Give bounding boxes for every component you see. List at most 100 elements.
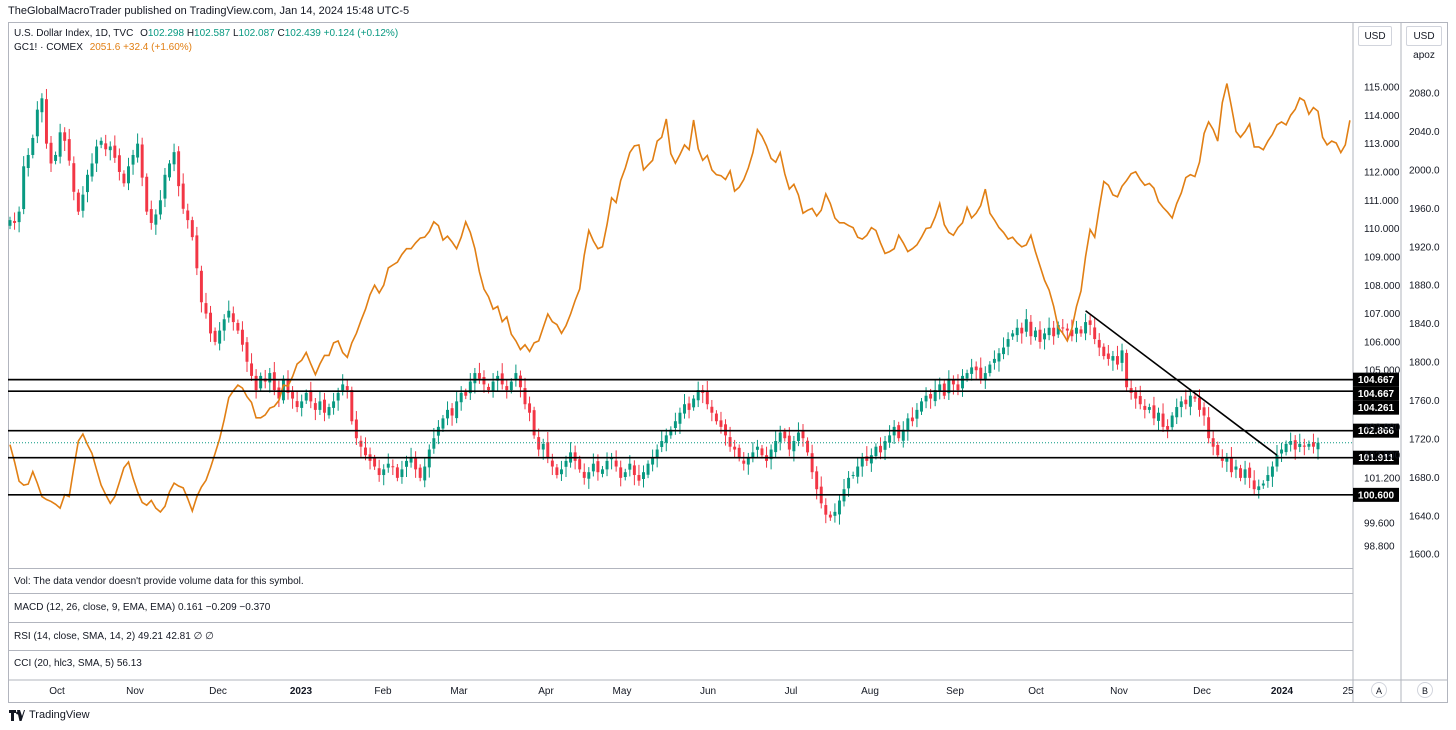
dxy-candle — [1002, 337, 1006, 360]
macd-value-2: −0.209 — [205, 602, 237, 613]
horizontal-level[interactable]: 100.600 — [8, 487, 1399, 502]
gold-tick-label: 2080.0 — [1409, 89, 1440, 100]
open-label: O — [140, 28, 148, 39]
dxy-tick-label: 115.000 — [1364, 82, 1400, 93]
dxy-candle — [309, 381, 313, 409]
close-value: 102.439 — [284, 28, 321, 39]
dxy-candle — [746, 452, 750, 475]
level-label: 101.911 — [1358, 453, 1394, 464]
dxy-candle — [1084, 313, 1088, 341]
dxy-candle — [632, 460, 636, 486]
horizontal-level[interactable]: 104.667 — [8, 378, 1399, 401]
dxy-candle — [528, 396, 532, 422]
dxy-candle — [610, 452, 614, 470]
dxy-candle — [158, 190, 162, 220]
dxy-candle — [1166, 419, 1170, 439]
dxy-candle — [733, 439, 737, 459]
dxy-candle — [1065, 323, 1069, 341]
dxy-candle — [482, 370, 486, 393]
dxy-candle — [1311, 433, 1315, 454]
time-tick-label: Sep — [946, 686, 964, 697]
dxy-candle — [1161, 403, 1165, 432]
right-currency-badge[interactable]: USD — [1406, 26, 1442, 46]
dxy-candle — [523, 377, 527, 410]
dxy-candle — [901, 421, 905, 448]
dxy-candle — [1280, 442, 1284, 462]
dxy-candle — [605, 452, 609, 477]
dxy-candle — [541, 438, 545, 460]
dxy-candle — [496, 370, 500, 391]
time-axis: Oct Nov Dec 2023 Feb Mar Apr May Jun Jul Aug Sep Oct… — [49, 686, 1354, 697]
gold-tick-label: 1760.0 — [1409, 396, 1440, 407]
dxy-candle — [395, 463, 399, 482]
dxy-candle — [418, 464, 422, 482]
pane-separator-vol — [8, 568, 1353, 569]
horizontal-level[interactable]: 101.911 — [8, 450, 1399, 465]
rsi-value-2: 42.81 — [165, 631, 191, 642]
dxy-candle — [231, 306, 235, 331]
dxy-candle — [163, 168, 167, 208]
macd-label: MACD (12, 26, close, 9, EMA, EMA) — [14, 602, 176, 613]
dxy-candle — [874, 443, 878, 460]
dxy-candle — [468, 373, 472, 400]
time-tick-label: Nov — [126, 686, 144, 697]
dxy-candle — [796, 422, 800, 447]
macd-value-1: 0.161 — [177, 602, 203, 613]
level-label: 102.866 — [1358, 426, 1395, 437]
dxy-candle — [847, 471, 851, 497]
dxy-candle — [983, 366, 987, 389]
dxy-candle — [181, 173, 185, 214]
dxy-candle — [63, 127, 67, 152]
dxy-candle — [655, 444, 659, 468]
gold-series — [9, 83, 1353, 514]
dxy-candle — [801, 424, 805, 447]
trendline-segment[interactable] — [1085, 310, 1278, 456]
dxy-candle — [929, 388, 933, 409]
dxy-candle — [1157, 407, 1160, 432]
dxy-candle — [942, 380, 946, 400]
dxy-candle — [26, 148, 30, 177]
dxy-candle — [35, 101, 39, 144]
auto-scale-button[interactable]: A — [1371, 682, 1387, 698]
dxy-candle — [277, 380, 281, 408]
dxy-tick-label: 106.000 — [1364, 337, 1401, 348]
time-tick-label: May — [613, 686, 632, 697]
dxy-candle — [1143, 399, 1147, 419]
dxy-candle — [1229, 446, 1233, 478]
dxy-candle — [195, 226, 199, 276]
horizontal-level[interactable]: 102.866 — [8, 423, 1399, 438]
dxy-candle — [8, 216, 12, 230]
dxy-candle — [933, 379, 937, 407]
dxy-candle — [364, 437, 367, 461]
dxy-candle — [95, 139, 99, 172]
dxy-candle — [664, 428, 668, 452]
dxy-candle — [140, 137, 144, 187]
left-currency-badge[interactable]: USD — [1358, 26, 1392, 46]
dxy-candle — [455, 391, 459, 424]
dxy-candle — [322, 392, 326, 422]
dxy-candle — [350, 386, 354, 425]
dxy-candle — [400, 460, 404, 484]
b-scale-button[interactable]: B — [1417, 682, 1433, 698]
dxy-candle — [313, 397, 317, 421]
macd-pane: MACD (12, 26, close, 9, EMA, EMA) 0.161 … — [14, 602, 270, 613]
dxy-candle — [31, 134, 35, 159]
dxy-candle — [961, 369, 964, 397]
dxy-candle — [856, 458, 860, 484]
dxy-candle — [1088, 315, 1092, 336]
vol-pane-label: Vol: The data vendor doesn't provide vol… — [14, 576, 304, 587]
dxy-candle — [1170, 412, 1174, 431]
level-label: 104.667 — [1358, 389, 1395, 400]
dxy-candle — [737, 444, 741, 462]
dxy-candle — [295, 390, 299, 413]
horizontal-level[interactable]: 104.261 — [8, 390, 1399, 415]
dxy-candle — [1198, 389, 1201, 417]
dxy-candle — [623, 468, 627, 481]
gold-tick-label: 1840.0 — [1409, 319, 1440, 330]
gold-tick-label: 1800.0 — [1409, 358, 1440, 369]
trendline[interactable] — [1085, 310, 1278, 456]
dxy-candle — [54, 151, 58, 165]
dxy-candle — [386, 453, 390, 473]
dxy-candle — [405, 455, 408, 478]
